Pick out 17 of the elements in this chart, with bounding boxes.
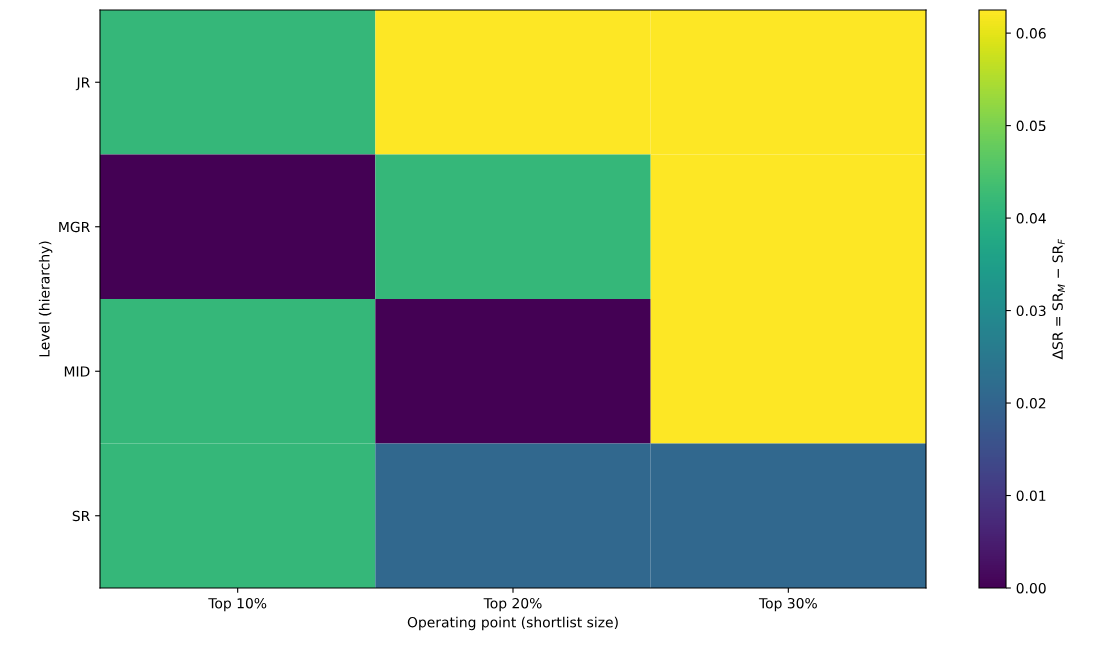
x-tick-label: Top 20% xyxy=(483,597,542,612)
y-tick-label: MID xyxy=(64,366,90,377)
x-tick-label: Top 30% xyxy=(758,597,817,612)
color-bar-label: 0.02 xyxy=(1016,398,1046,409)
x-axis-title: Operating point (shortlist size) xyxy=(407,616,618,631)
color-bar-label: 0.05 xyxy=(1016,120,1046,132)
color-bar-label: 0.04 xyxy=(1016,213,1046,224)
color-bar-label: 0.00 xyxy=(1016,582,1046,594)
y-axis-title: Level (hierarchy) xyxy=(38,241,53,357)
color-bar-title: ΔSR = SR$_{M}$ − SR$_{F}$ xyxy=(1052,238,1065,360)
color-bar-label: 0.01 xyxy=(1016,490,1046,501)
y-tick-label: JR xyxy=(75,77,90,91)
color-bar-label: 0.03 xyxy=(1016,305,1046,317)
y-tick-label: MGR xyxy=(59,221,90,233)
x-tick-label: Top 10% xyxy=(208,597,267,612)
y-tick-label: SR xyxy=(72,510,90,522)
color-bar-label: 0.06 xyxy=(1016,28,1046,39)
